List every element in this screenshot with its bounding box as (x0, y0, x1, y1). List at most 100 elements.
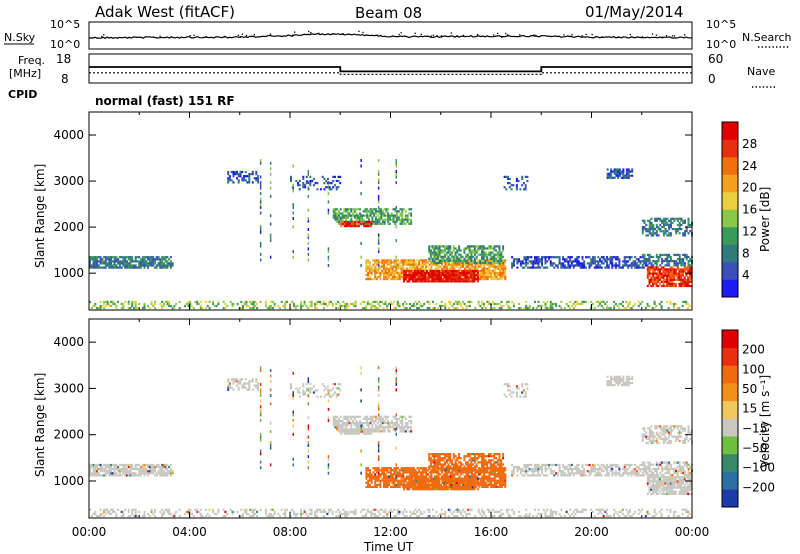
power-cell (519, 262, 522, 265)
power-cell (647, 258, 649, 261)
power-cell (386, 271, 389, 274)
velocity-cell (104, 470, 107, 473)
power-cell (366, 300, 369, 303)
velocity-cell (148, 463, 151, 467)
velocity-cell (420, 477, 423, 480)
power-cell (687, 278, 690, 281)
velocity-cell (469, 477, 472, 480)
power-cell (678, 268, 681, 271)
power-cell (472, 249, 475, 252)
power-cell (450, 269, 453, 273)
power-cell (463, 247, 466, 250)
velocity-cell (111, 468, 114, 471)
velocity-cell (422, 488, 425, 491)
velocity-cell (497, 479, 500, 482)
velocity-cell (367, 485, 370, 488)
power-cell (437, 255, 439, 258)
power-cell (662, 223, 665, 227)
velocity-cell (463, 469, 466, 472)
power-cell (666, 253, 669, 256)
power-cell (454, 255, 457, 258)
power-cell (484, 259, 487, 262)
velocity-cell (431, 467, 434, 470)
nsearch-tick-top: 10^5 (706, 18, 736, 31)
power-cell (428, 251, 431, 254)
power-cell (654, 217, 657, 220)
power-cell (471, 274, 474, 277)
power-cell (311, 179, 314, 183)
velocity-cell (162, 474, 165, 477)
power-cell (422, 276, 425, 279)
power-cell (436, 278, 439, 281)
velocity-cell (504, 469, 507, 472)
power-cell (381, 259, 384, 262)
power-cell (659, 255, 662, 259)
velocity-cell (343, 415, 346, 418)
power-cell (611, 266, 614, 269)
power-cell (334, 208, 337, 211)
velocity-cell (336, 428, 339, 431)
power-cell (525, 300, 528, 303)
power-cell (290, 177, 292, 180)
power-cell (454, 278, 457, 281)
power-cell (390, 267, 392, 270)
power-cell (562, 264, 565, 267)
power-cell (396, 300, 399, 303)
power-cell (113, 256, 116, 259)
power-cell (368, 271, 371, 274)
power-cell (600, 304, 603, 308)
power-cell (441, 263, 443, 266)
velocity-cell (104, 474, 107, 477)
power-cell (475, 245, 478, 248)
velocity-cell (464, 477, 467, 480)
power-cell (449, 267, 452, 270)
velocity-cell (492, 471, 494, 474)
velocity-cell (465, 455, 468, 458)
power-cell (145, 262, 148, 265)
power-cell (410, 212, 413, 215)
power-cell (342, 220, 344, 224)
power-cell (689, 280, 691, 283)
velocity-cell (409, 469, 412, 472)
power-cell (321, 302, 324, 306)
power-cell (365, 265, 368, 268)
power-cell (369, 212, 372, 215)
power-cell (418, 263, 421, 266)
power-cell (389, 222, 391, 225)
power-cell (425, 269, 428, 273)
power-cell (541, 304, 543, 308)
velocity-cell (384, 481, 387, 484)
power-cell (243, 175, 245, 178)
power-cell (600, 266, 603, 269)
power-cell (449, 263, 452, 266)
power-cell (466, 280, 469, 283)
power-cell (239, 170, 242, 174)
velocity-cell (384, 467, 387, 470)
power-cell (359, 218, 362, 221)
power-cell (302, 177, 305, 180)
power-cell (403, 280, 406, 283)
velocity-cell (444, 469, 447, 472)
power-cell (412, 267, 415, 270)
power-cell (243, 177, 245, 180)
power-cell (491, 259, 494, 262)
power-cell (678, 226, 681, 229)
velocity-cell (424, 481, 427, 485)
power-cell (129, 264, 132, 267)
velocity-cell (120, 468, 123, 471)
power-cell (335, 186, 338, 189)
velocity-cell (388, 479, 391, 482)
velocity-cell (440, 465, 443, 468)
velocity-cell (481, 479, 484, 482)
power-cell (618, 262, 621, 265)
power-cell (352, 220, 355, 224)
power-cell (391, 278, 394, 281)
power-cell (668, 255, 671, 259)
power-cell (292, 186, 294, 190)
velocity-cell (481, 481, 484, 484)
power-cell (623, 258, 626, 261)
power-cell (395, 278, 398, 281)
power-cell (609, 258, 612, 261)
power-cell (606, 262, 609, 265)
freq-tick-bottom: 8 (61, 72, 69, 86)
